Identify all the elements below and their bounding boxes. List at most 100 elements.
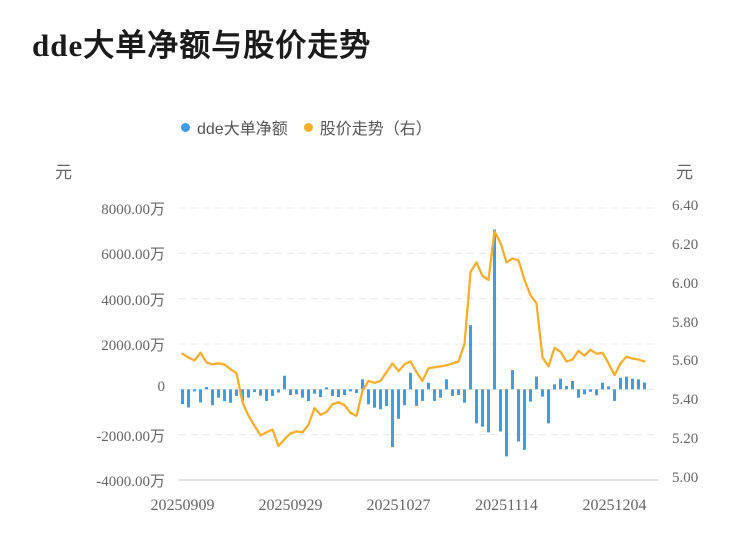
bar[interactable] bbox=[253, 389, 256, 393]
bar[interactable] bbox=[235, 389, 238, 396]
bar[interactable] bbox=[559, 378, 562, 390]
bar[interactable] bbox=[577, 389, 580, 398]
bar[interactable] bbox=[469, 325, 472, 390]
legend-dot-blue-icon bbox=[181, 122, 190, 132]
x-axis-tick: 20251114 bbox=[475, 497, 538, 514]
bar[interactable] bbox=[583, 389, 586, 395]
bar[interactable] bbox=[379, 389, 382, 410]
bar[interactable] bbox=[481, 389, 484, 427]
bar[interactable] bbox=[283, 375, 286, 390]
right-axis-tick: 6.20 bbox=[672, 236, 699, 253]
bar[interactable] bbox=[271, 389, 274, 396]
legend-dot-yellow-icon bbox=[303, 122, 313, 132]
bar[interactable] bbox=[529, 389, 532, 402]
bar[interactable] bbox=[301, 389, 304, 398]
bar[interactable] bbox=[553, 384, 556, 390]
bar[interactable] bbox=[619, 377, 622, 390]
bar[interactable] bbox=[499, 389, 502, 432]
bar[interactable] bbox=[631, 378, 634, 390]
bar[interactable] bbox=[187, 389, 190, 408]
bar[interactable] bbox=[205, 387, 208, 390]
bar[interactable] bbox=[541, 389, 544, 397]
right-axis-unit: 元 bbox=[676, 163, 693, 182]
bar[interactable] bbox=[397, 389, 400, 419]
bar[interactable] bbox=[355, 389, 358, 393]
bar[interactable] bbox=[493, 229, 496, 390]
bar[interactable] bbox=[247, 389, 250, 398]
bar[interactable] bbox=[211, 389, 214, 406]
price-line[interactable] bbox=[181, 230, 646, 448]
bar[interactable] bbox=[535, 376, 538, 390]
legend-label: dde大单净额 bbox=[197, 121, 288, 138]
bar[interactable] bbox=[385, 389, 388, 407]
bar[interactable] bbox=[229, 389, 232, 403]
bar[interactable] bbox=[307, 389, 310, 402]
bar[interactable] bbox=[217, 389, 220, 398]
bar[interactable] bbox=[241, 389, 244, 401]
bar[interactable] bbox=[325, 387, 328, 390]
x-axis-tick: 20250929 bbox=[258, 497, 323, 514]
bar[interactable] bbox=[643, 382, 646, 390]
bar[interactable] bbox=[415, 389, 418, 406]
bar[interactable] bbox=[451, 389, 454, 396]
bar[interactable] bbox=[193, 389, 196, 392]
bar[interactable] bbox=[589, 389, 592, 392]
bar[interactable] bbox=[463, 389, 466, 403]
bar[interactable] bbox=[571, 380, 574, 390]
bar[interactable] bbox=[511, 370, 514, 390]
left-axis-tick: 8000.00万 bbox=[101, 202, 165, 218]
bar[interactable] bbox=[277, 389, 280, 393]
bar[interactable] bbox=[565, 385, 568, 390]
bar[interactable] bbox=[391, 389, 394, 448]
bar[interactable] bbox=[475, 389, 478, 424]
bar[interactable] bbox=[373, 389, 376, 408]
bar[interactable] bbox=[265, 389, 268, 401]
bar[interactable] bbox=[523, 389, 526, 450]
bar[interactable] bbox=[625, 376, 628, 390]
left-axis-tick: 0 bbox=[157, 379, 166, 396]
bar[interactable] bbox=[199, 389, 202, 403]
bar[interactable] bbox=[445, 379, 448, 390]
bar[interactable] bbox=[607, 386, 610, 390]
bar[interactable] bbox=[289, 389, 292, 395]
right-axis-tick: 5.00 bbox=[672, 470, 699, 486]
legend-item-price-trend[interactable]: 股价走势（右） bbox=[303, 115, 432, 139]
left-axis-tick: 4000.00万 bbox=[101, 292, 165, 309]
bar[interactable] bbox=[595, 389, 598, 396]
bar[interactable] bbox=[181, 389, 184, 405]
bar[interactable] bbox=[409, 372, 412, 390]
bar[interactable] bbox=[547, 389, 550, 424]
bar[interactable] bbox=[367, 389, 370, 405]
right-axis-tick: 5.80 bbox=[672, 314, 699, 331]
bar[interactable] bbox=[433, 389, 436, 401]
bar[interactable] bbox=[337, 389, 340, 398]
bar[interactable] bbox=[487, 389, 490, 433]
bar[interactable] bbox=[439, 389, 442, 398]
bar[interactable] bbox=[601, 382, 604, 390]
bar[interactable] bbox=[613, 389, 616, 401]
legend-label: 股价走势（右） bbox=[319, 121, 432, 138]
bar[interactable] bbox=[361, 379, 364, 390]
bar[interactable] bbox=[517, 389, 520, 442]
right-axis-tick: 5.60 bbox=[672, 353, 699, 370]
bar[interactable] bbox=[295, 389, 298, 395]
bar[interactable] bbox=[403, 389, 406, 406]
left-axis-tick: 6000.00万 bbox=[101, 247, 165, 264]
bar[interactable] bbox=[505, 389, 508, 457]
bar[interactable] bbox=[457, 389, 460, 395]
bar[interactable] bbox=[349, 389, 352, 392]
left-axis-unit: 元 bbox=[55, 163, 72, 182]
bar[interactable] bbox=[343, 389, 346, 395]
right-axis-tick: 6.40 bbox=[672, 198, 699, 214]
bar[interactable] bbox=[319, 389, 322, 398]
x-axis-tick: 20250909 bbox=[150, 497, 215, 514]
bar[interactable] bbox=[637, 379, 640, 390]
bar[interactable] bbox=[223, 389, 226, 402]
legend-item-dde-net[interactable]: dde大单净额 bbox=[181, 115, 288, 139]
bar[interactable] bbox=[421, 389, 424, 401]
bar[interactable] bbox=[313, 389, 316, 394]
bar[interactable] bbox=[259, 389, 262, 396]
bar[interactable] bbox=[427, 382, 430, 390]
bar[interactable] bbox=[331, 389, 334, 396]
